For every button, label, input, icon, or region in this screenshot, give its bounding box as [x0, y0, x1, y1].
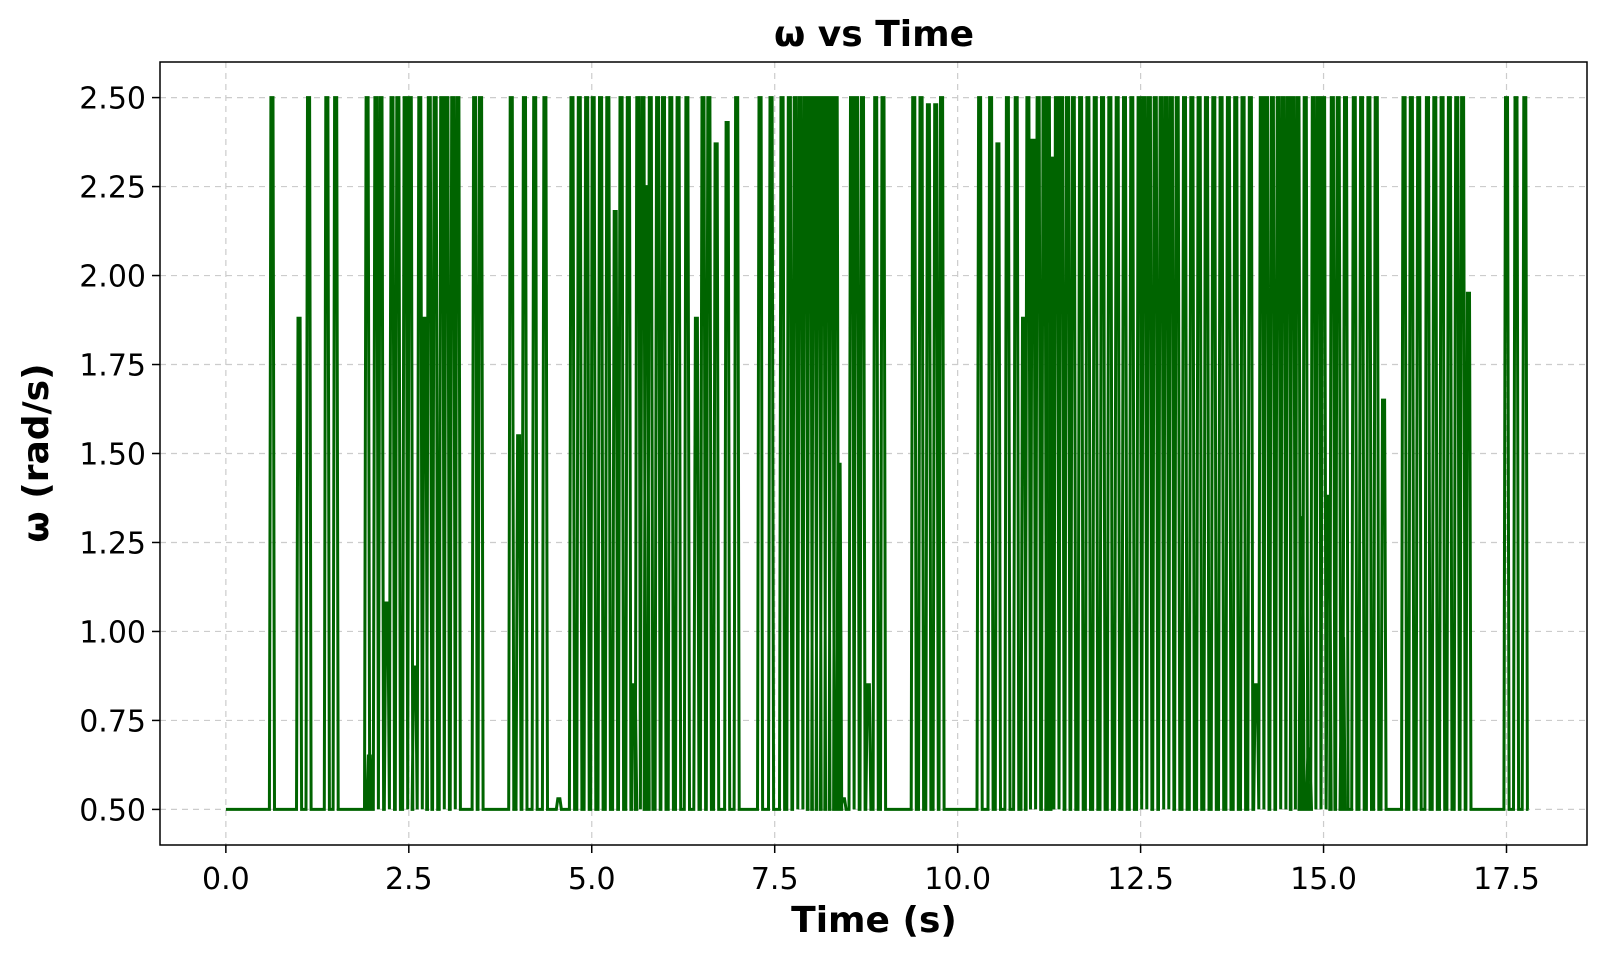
y-tick-label: 0.50 [79, 793, 146, 828]
x-tick-label: 15.0 [1290, 862, 1357, 897]
x-axis-title: Time (s) [791, 900, 957, 941]
y-tick-label: 2.00 [79, 260, 146, 295]
series-line-omega [225, 96, 1529, 811]
y-axis-title: ω (rad/s) [16, 363, 57, 542]
y-tick-label: 1.25 [79, 526, 146, 561]
y-tick-label: 2.50 [79, 82, 146, 117]
plot-area [225, 96, 1529, 811]
x-tick-label: 7.5 [751, 862, 799, 897]
y-tick-label: 1.50 [79, 438, 146, 473]
x-tick-label: 2.5 [385, 862, 433, 897]
y-tick-label: 0.75 [79, 704, 146, 739]
x-tick-label: 12.5 [1107, 862, 1174, 897]
y-axis: 0.50 0.75 1.00 1.25 1.50 1.75 2.00 2.25 2.50 [79, 82, 160, 828]
x-tick-label: 0.0 [202, 862, 250, 897]
x-tick-label: 17.5 [1473, 862, 1540, 897]
y-tick-label: 2.25 [79, 171, 146, 206]
x-tick-label: 10.0 [924, 862, 991, 897]
x-tick-label: 5.0 [568, 862, 616, 897]
y-tick-label: 1.00 [79, 615, 146, 650]
x-axis: 0.0 2.5 5.0 7.5 10.0 12.5 15.0 17.5 [202, 845, 1540, 897]
y-tick-label: 1.75 [79, 349, 146, 384]
chart-title: ω vs Time [774, 14, 974, 55]
